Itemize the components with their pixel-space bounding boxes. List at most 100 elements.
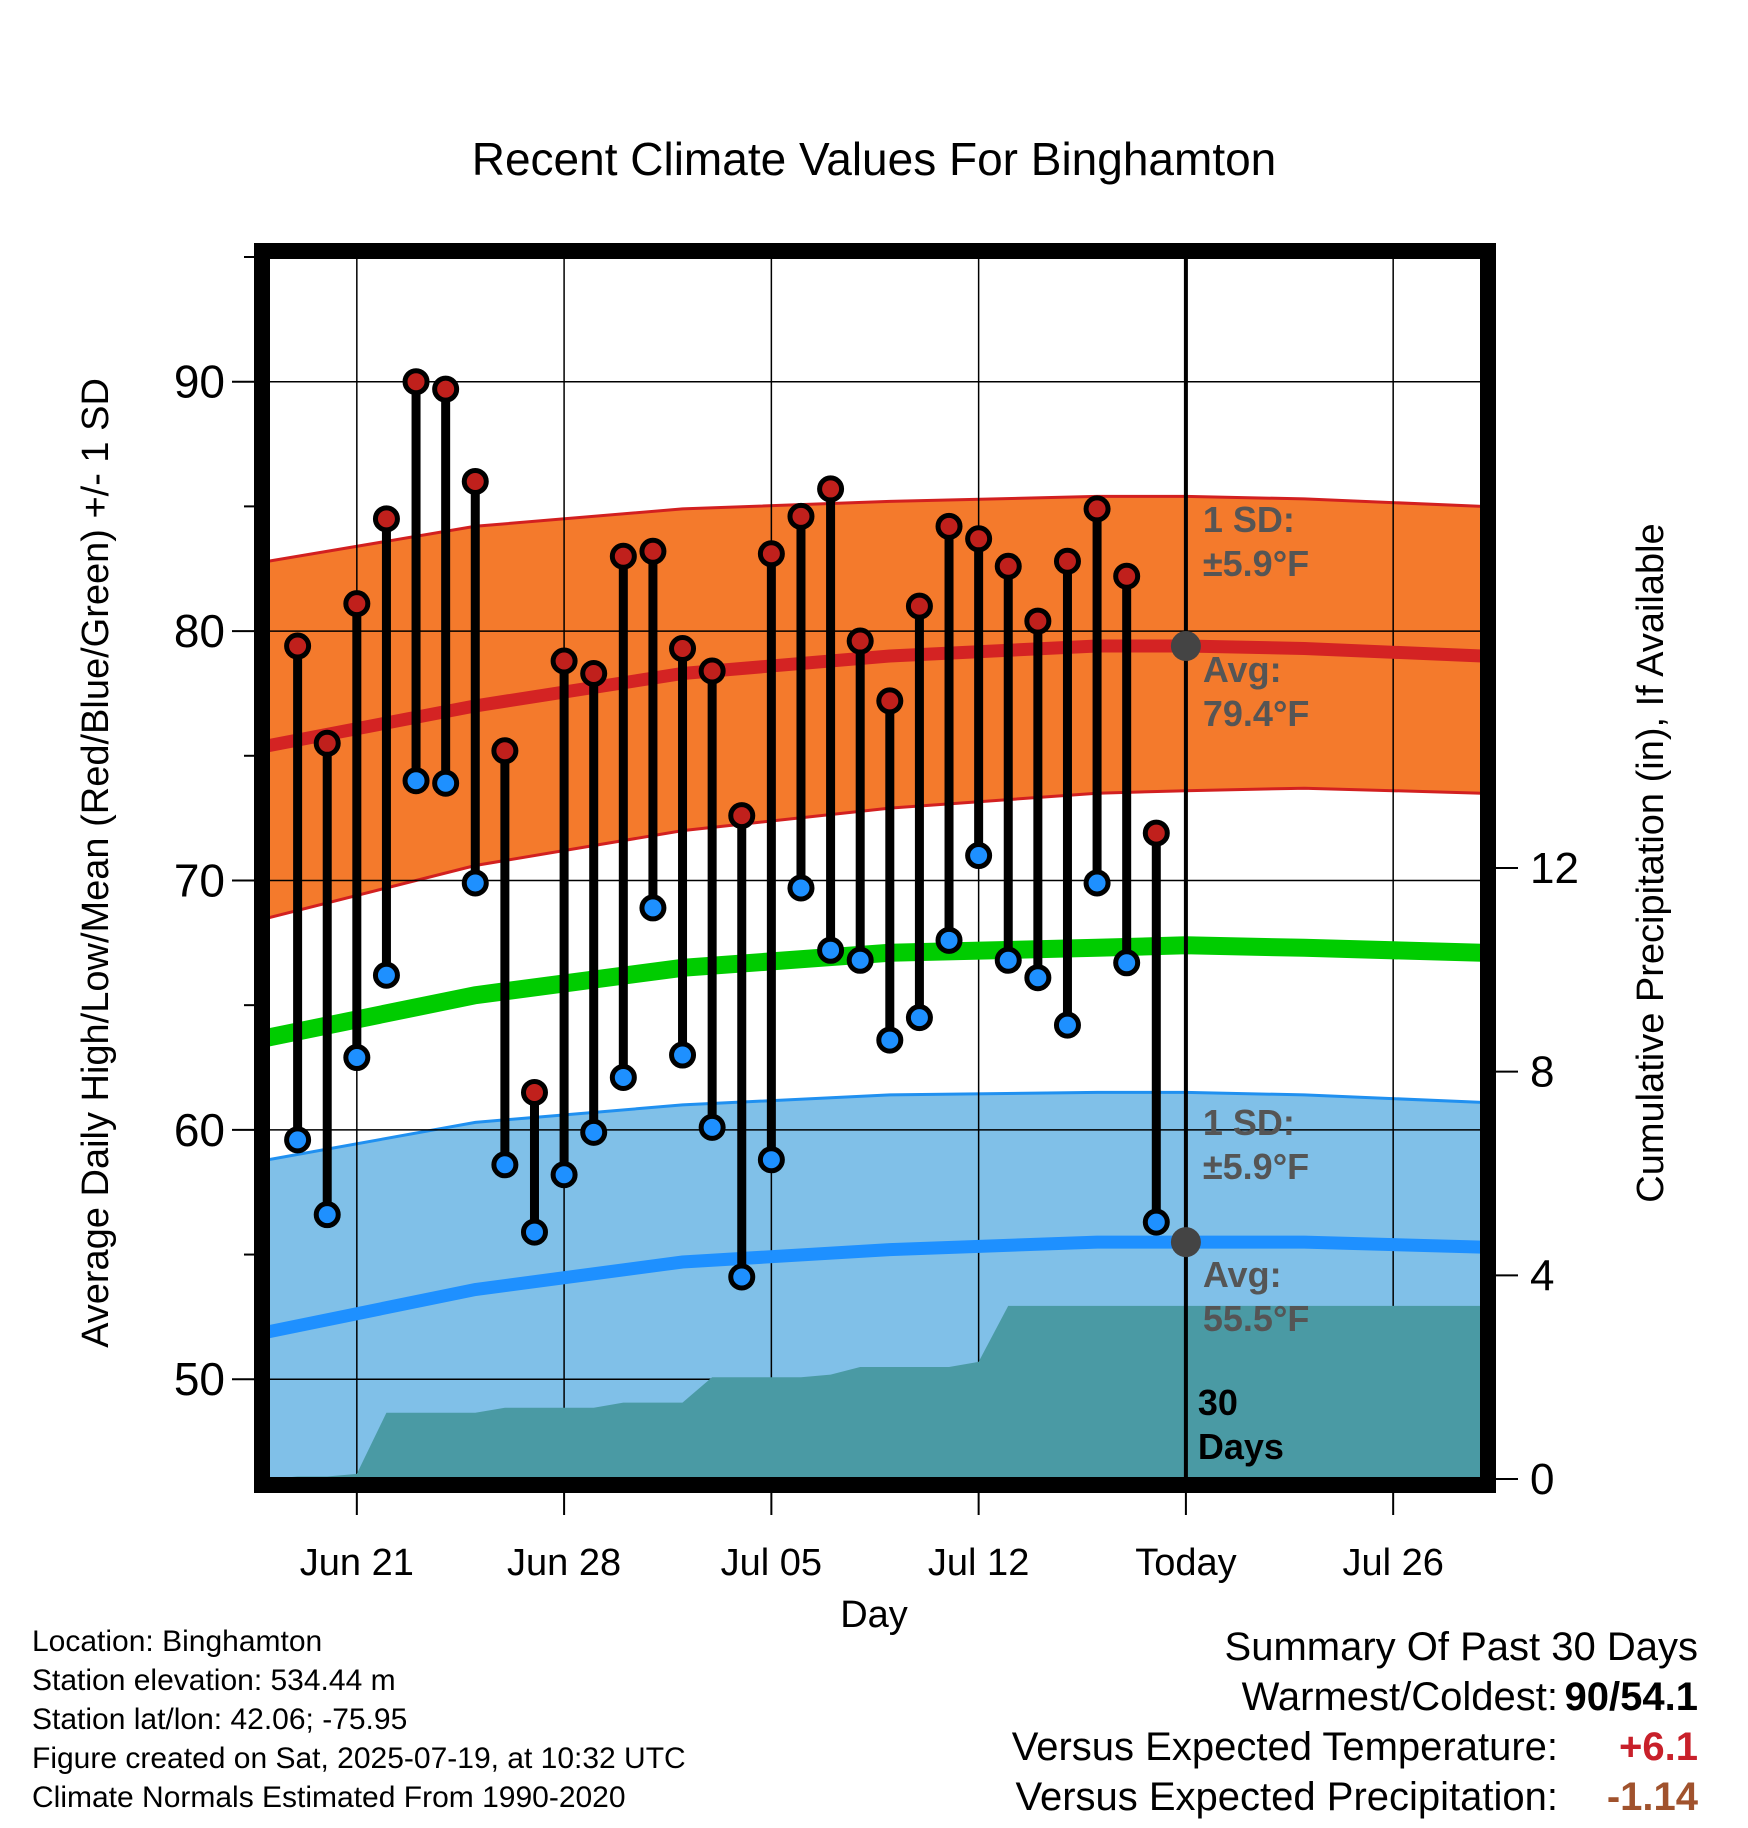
high-avg-value: 79.4°F <box>1203 693 1309 734</box>
low-point <box>402 767 430 795</box>
high-point <box>669 635 697 663</box>
daily-points <box>284 368 1170 1291</box>
low-point <box>550 1161 578 1189</box>
low-point <box>728 1263 756 1291</box>
low-avg-line <box>268 1235 1482 1339</box>
summary-row-precipitation: Versus Expected Precipitation: -1.14 <box>898 1772 1698 1822</box>
mean-avg-line <box>268 936 1482 1047</box>
high-point <box>639 537 667 565</box>
chart-title: Recent Climate Values For Binghamton <box>472 133 1277 185</box>
low-point <box>846 946 874 974</box>
high-point <box>1024 607 1052 635</box>
high-point <box>609 542 637 570</box>
x-tick-label: Jul 26 <box>1342 1542 1443 1584</box>
high-point <box>1113 562 1141 590</box>
y-axis-label: Average Daily High/Low/Mean (Red/Blue/Gr… <box>75 378 117 1348</box>
low-avg-label: Avg: <box>1203 1254 1282 1295</box>
high-sd-value: ±5.9°F <box>1203 543 1309 584</box>
summary-title: Summary Of Past 30 Days <box>1224 1625 1698 1669</box>
y-tick-label: 60 <box>174 1104 225 1156</box>
y2-tick-label: 0 <box>1530 1455 1554 1504</box>
low-sd-upper-edge <box>268 1090 1482 1162</box>
axis-ticks <box>232 256 1518 1515</box>
low-point <box>787 874 815 902</box>
figure-created: Figure created on Sat, 2025-07-19, at 10… <box>32 1742 686 1775</box>
high-point <box>935 512 963 540</box>
temperature-label: Versus Expected Temperature: <box>1011 1725 1558 1769</box>
low-sd-value: ±5.9°F <box>1203 1146 1309 1187</box>
high-sd-upper-edge <box>268 494 1482 563</box>
high-point <box>1053 547 1081 575</box>
x-tick-label: Jun 21 <box>300 1542 414 1584</box>
precipitation-label: Versus Expected Precipitation: <box>1015 1775 1558 1819</box>
high-point <box>757 540 785 568</box>
high-point <box>580 659 608 687</box>
high-point <box>402 368 430 396</box>
summary-row-warmest: Warmest/Coldest: 90/54.1 <box>898 1672 1698 1722</box>
x-tick-label: Jul 05 <box>721 1542 822 1584</box>
high-avg-label: Avg: <box>1203 649 1282 690</box>
low-point <box>905 1004 933 1032</box>
window-unit: Days <box>1198 1426 1284 1467</box>
y2-tick-label: 8 <box>1530 1048 1554 1097</box>
y-tick-label: 70 <box>174 854 225 906</box>
daily-range-stems <box>293 381 1161 1277</box>
low-point <box>609 1063 637 1091</box>
low-point <box>313 1201 341 1229</box>
low-point <box>1083 869 1111 897</box>
low-point <box>491 1151 519 1179</box>
low-point <box>1024 964 1052 992</box>
y2-axis-label: Cumulative Precipitation (in), If Availa… <box>1630 523 1672 1202</box>
low-point <box>432 769 460 797</box>
y2-tick-label: 12 <box>1530 844 1579 893</box>
y-tick-label: 90 <box>174 356 225 408</box>
high-point <box>728 802 756 830</box>
precip-area <box>268 1305 1482 1479</box>
high-point <box>876 687 904 715</box>
low-point <box>372 961 400 989</box>
low-point <box>284 1126 312 1154</box>
high-point <box>846 627 874 655</box>
window-number: 30 <box>1198 1382 1238 1423</box>
high-point <box>698 657 726 685</box>
y-tick-labels: 50 60 70 80 90 <box>174 356 225 1406</box>
low-point <box>817 936 845 964</box>
x-axis-label: Day <box>840 1594 908 1636</box>
x-tick-labels: Jun 21 Jun 28 Jul 05 Jul 12 Today Jul 26 <box>300 1542 1444 1584</box>
high-point <box>432 375 460 403</box>
normal-bands <box>268 494 1482 1479</box>
low-point <box>994 946 1022 974</box>
station-info: Location: Binghamton Station elevation: … <box>32 1622 686 1817</box>
high-point <box>550 647 578 675</box>
temperature-value: +6.1 <box>1619 1725 1698 1769</box>
precipitation-area <box>268 1305 1482 1479</box>
x-tick-label: Jun 28 <box>507 1542 621 1584</box>
high-point <box>1142 819 1170 847</box>
station-elevation: Station elevation: 534.44 m <box>32 1664 396 1697</box>
low-point <box>1113 949 1141 977</box>
today-high-avg-dot <box>1170 631 1201 662</box>
low-point <box>876 1026 904 1054</box>
high-point <box>520 1078 548 1106</box>
high-sd-lower-edge <box>268 786 1482 920</box>
high-point <box>965 525 993 553</box>
low-point <box>1053 1011 1081 1039</box>
summary-panel: Summary Of Past 30 Days Warmest/Coldest:… <box>898 1622 1698 1822</box>
high-sd-band <box>268 496 1482 918</box>
low-sd-label: 1 SD: <box>1203 1102 1295 1143</box>
precipitation-value: -1.14 <box>1606 1775 1698 1819</box>
today-marker <box>1170 257 1201 1479</box>
low-point <box>935 926 963 954</box>
high-point <box>372 505 400 533</box>
high-point <box>787 502 815 530</box>
high-point <box>1083 495 1111 523</box>
low-point <box>1142 1208 1170 1236</box>
high-point <box>994 552 1022 580</box>
y2-tick-label: 4 <box>1530 1251 1554 1300</box>
high-point <box>343 590 371 618</box>
high-point <box>817 475 845 503</box>
low-point <box>520 1218 548 1246</box>
